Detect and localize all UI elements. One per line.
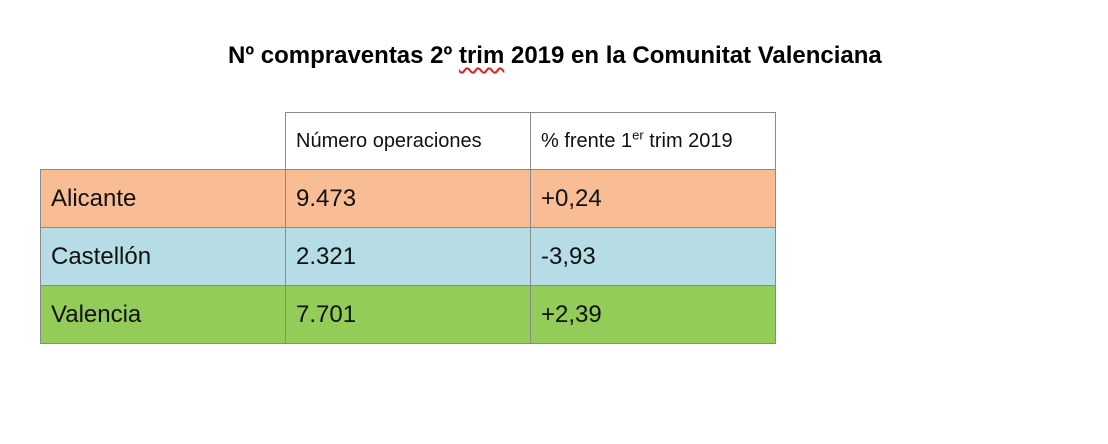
- table-header-row: Número operaciones % frente 1er trim 201…: [40, 112, 776, 170]
- title-part-1: Nº compraventas 2º: [228, 42, 459, 69]
- header-empty-cell: [40, 112, 286, 170]
- page-title: Nº compraventas 2º trim 2019 en la Comun…: [228, 42, 882, 70]
- operations-cell: 9.473: [285, 169, 531, 228]
- header-change-prefix: % frente 1: [541, 129, 633, 152]
- operations-cell: 7.701: [285, 285, 531, 344]
- province-cell: Castellón: [40, 227, 286, 286]
- header-change: % frente 1er trim 2019: [530, 112, 776, 170]
- operations-cell: 2.321: [285, 227, 531, 286]
- province-cell: Alicante: [40, 169, 286, 228]
- province-cell: Valencia: [40, 285, 286, 344]
- title-part-2-spellcheck: trim: [458, 42, 505, 69]
- table-row: Castellón 2.321 -3,93: [40, 227, 776, 286]
- change-cell: -3,93: [530, 227, 776, 286]
- header-change-suffix: trim 2019: [643, 129, 733, 152]
- header-change-superscript: er: [632, 126, 644, 142]
- sales-table: Número operaciones % frente 1er trim 201…: [40, 112, 776, 344]
- table-row: Valencia 7.701 +2,39: [40, 285, 776, 344]
- header-operations: Número operaciones: [285, 112, 531, 170]
- change-cell: +0,24: [530, 169, 776, 228]
- change-cell: +2,39: [530, 285, 776, 344]
- table-row: Alicante 9.473 +0,24: [40, 169, 776, 228]
- title-part-3: 2019 en la Comunitat Valenciana: [504, 42, 882, 69]
